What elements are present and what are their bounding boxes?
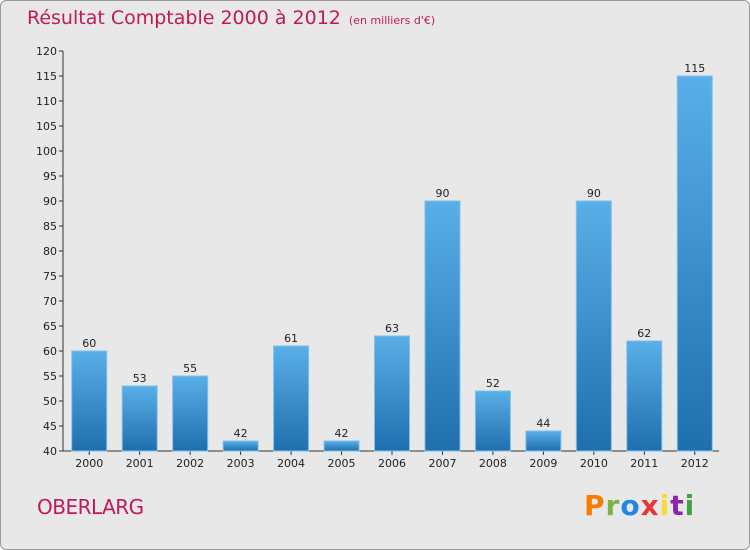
data-label: 63 (385, 322, 399, 335)
bar-2011 (626, 340, 663, 452)
y-tick-label: 60 (43, 345, 57, 358)
y-tick-label: 65 (43, 320, 57, 333)
x-tick-label: 2007 (428, 457, 456, 470)
logo-letter: i (659, 489, 671, 522)
x-tick-label: 2002 (176, 457, 204, 470)
chart-title: Résultat Comptable 2000 à 2012 (en millie… (27, 7, 435, 29)
bar-2000 (71, 350, 108, 452)
data-label: 62 (637, 327, 651, 340)
y-tick-label: 90 (43, 195, 57, 208)
y-tick-label: 115 (36, 70, 57, 83)
logo-letter: i (684, 489, 696, 522)
x-tick-label: 2000 (75, 457, 103, 470)
x-tick-label: 2011 (630, 457, 658, 470)
data-label: 55 (183, 362, 197, 375)
proxiti-logo: Proxiti (584, 489, 695, 522)
data-label: 52 (486, 377, 500, 390)
y-tick-label: 95 (43, 170, 57, 183)
x-tick-label: 2005 (328, 457, 356, 470)
bar-2006 (374, 335, 410, 452)
x-tick-label: 2004 (277, 457, 305, 470)
y-tick-label: 85 (43, 220, 57, 233)
data-label: 42 (335, 427, 349, 440)
data-label: 44 (536, 417, 550, 430)
data-label: 61 (284, 332, 298, 345)
x-tick-label: 2012 (681, 457, 709, 470)
bar-2003 (222, 440, 259, 452)
y-tick-label: 70 (43, 295, 57, 308)
data-labels: 60 53 55 42 61 42 63 90 52 44 90 62 115 (82, 62, 705, 440)
x-tick-label: 2008 (479, 457, 507, 470)
logo-letter: o (620, 489, 641, 522)
x-tick-label: 2010 (580, 457, 608, 470)
logo-letter: t (670, 489, 685, 522)
data-label: 115 (684, 62, 705, 75)
logo-letter: x (640, 489, 660, 522)
chart-subtitle: (en milliers d'€) (348, 14, 436, 27)
bar-2007 (424, 200, 461, 452)
bar-2004 (273, 345, 310, 452)
logo-letter: P (584, 489, 606, 522)
y-tick-label: 80 (43, 245, 57, 258)
x-tick-label: 2006 (378, 457, 406, 470)
bar-2012 (676, 75, 713, 452)
y-tick-label: 45 (43, 420, 57, 433)
data-label: 53 (133, 372, 147, 385)
data-label: 60 (82, 337, 96, 350)
chart-title-text: Résultat Comptable 2000 à 2012 (27, 7, 341, 29)
bar-2002 (172, 375, 209, 452)
y-tick-label: 105 (36, 120, 57, 133)
y-tick-label: 55 (43, 370, 57, 383)
y-tick-label: 75 (43, 270, 57, 283)
y-tick-label: 120 (36, 45, 57, 58)
y-tick-label: 50 (43, 395, 57, 408)
bar-2001 (121, 385, 158, 452)
commune-name: OBERLARG (37, 495, 144, 519)
y-tick-label: 110 (36, 95, 57, 108)
data-label: 90 (435, 187, 449, 200)
x-tick-label: 2003 (227, 457, 255, 470)
y-tick-label: 100 (36, 145, 57, 158)
y-tick-label: 40 (43, 445, 57, 458)
data-label: 90 (587, 187, 601, 200)
x-tick-label: 2001 (126, 457, 154, 470)
bar-2009 (525, 430, 562, 452)
x-tick-label: 2009 (529, 457, 557, 470)
data-label: 42 (234, 427, 248, 440)
bar-2008 (474, 390, 511, 452)
bar-2010 (575, 200, 612, 452)
bars (71, 75, 713, 452)
logo-letter: r (605, 489, 621, 522)
bar-2005 (323, 440, 360, 452)
